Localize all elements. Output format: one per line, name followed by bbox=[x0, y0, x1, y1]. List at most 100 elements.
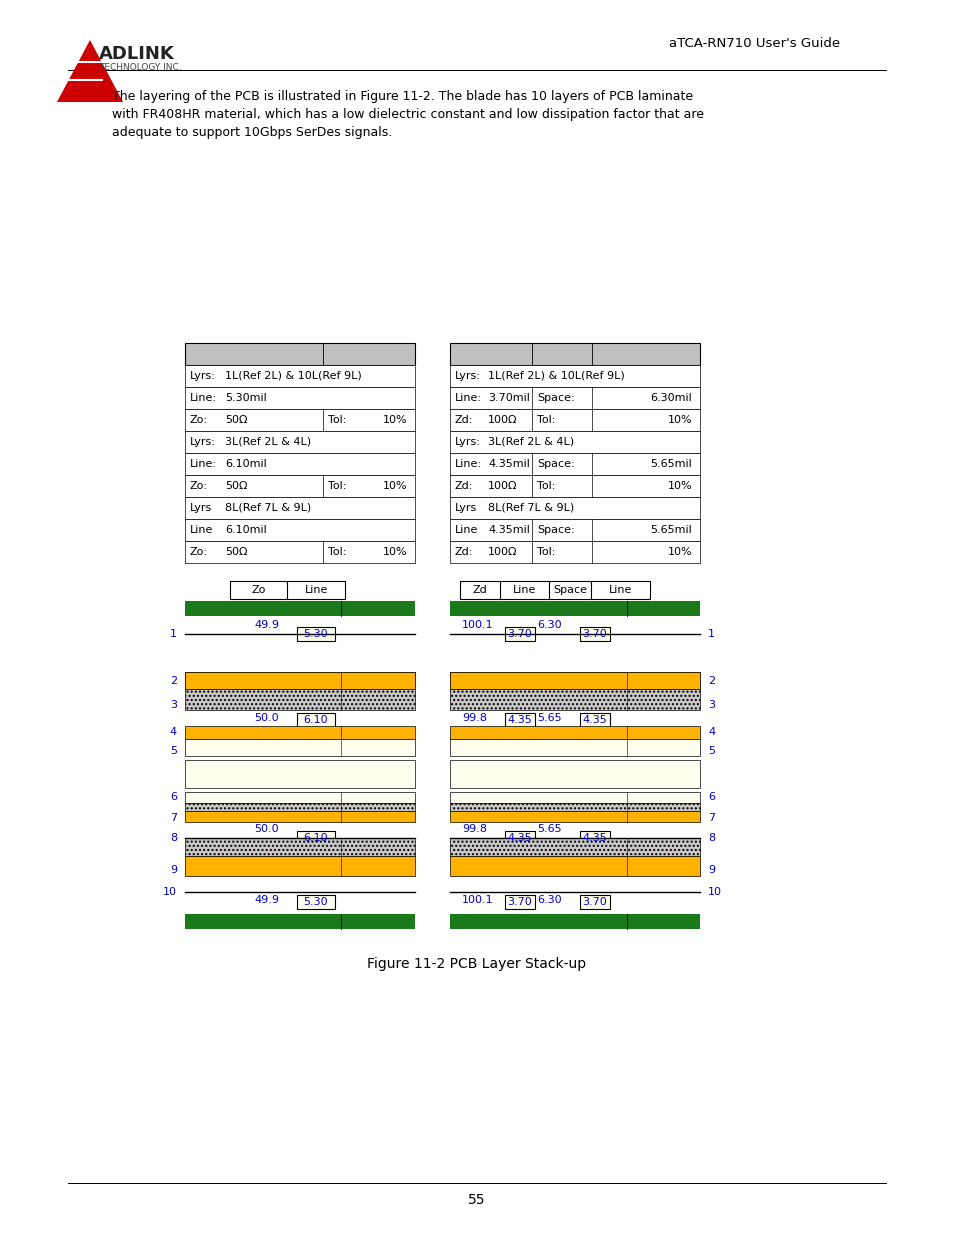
Text: TECHNOLOGY INC.: TECHNOLOGY INC. bbox=[99, 63, 181, 72]
Polygon shape bbox=[57, 40, 123, 103]
Bar bbox=[185, 914, 415, 929]
Text: Lyrs:: Lyrs: bbox=[190, 370, 215, 382]
Bar bbox=[185, 366, 415, 387]
Text: 3: 3 bbox=[707, 700, 714, 710]
Text: Line: Line bbox=[513, 585, 536, 595]
Bar bbox=[450, 726, 700, 739]
Text: 4.35: 4.35 bbox=[582, 832, 607, 844]
Text: Line:: Line: bbox=[455, 459, 481, 469]
Text: 10: 10 bbox=[707, 887, 721, 897]
Bar bbox=[185, 672, 415, 689]
Text: Lyrs: Lyrs bbox=[190, 503, 212, 513]
Text: 3.70: 3.70 bbox=[507, 629, 532, 638]
Text: Lyrs:: Lyrs: bbox=[455, 437, 480, 447]
Text: Zo: Zo bbox=[252, 585, 266, 595]
Text: Line: Line bbox=[455, 525, 477, 535]
Bar bbox=[185, 496, 415, 519]
Text: Zo:: Zo: bbox=[190, 415, 208, 425]
Bar bbox=[296, 831, 335, 845]
Text: Space:: Space: bbox=[537, 393, 575, 403]
Text: 49.9: 49.9 bbox=[254, 620, 279, 630]
Text: 4.35: 4.35 bbox=[507, 715, 532, 725]
Bar bbox=[185, 601, 415, 616]
Text: 99.8: 99.8 bbox=[461, 713, 486, 722]
Text: 10%: 10% bbox=[382, 547, 407, 557]
Bar bbox=[450, 803, 700, 810]
Text: 5.30mil: 5.30mil bbox=[225, 393, 267, 403]
Bar bbox=[504, 895, 535, 909]
Bar bbox=[185, 856, 415, 876]
Text: 10%: 10% bbox=[667, 547, 691, 557]
Bar bbox=[450, 409, 700, 431]
Bar bbox=[504, 831, 535, 845]
Bar bbox=[450, 856, 700, 876]
Text: 8L(Ref 7L & 9L): 8L(Ref 7L & 9L) bbox=[225, 503, 311, 513]
Text: with FR408HR material, which has a low dielectric constant and low dissipation f: with FR408HR material, which has a low d… bbox=[112, 107, 703, 121]
Text: 3.70: 3.70 bbox=[582, 629, 607, 638]
Bar bbox=[450, 672, 700, 689]
Text: 10%: 10% bbox=[667, 480, 691, 492]
Text: 3L(Ref 2L & 4L): 3L(Ref 2L & 4L) bbox=[225, 437, 311, 447]
Text: 6.10mil: 6.10mil bbox=[225, 525, 267, 535]
Text: Zd:: Zd: bbox=[455, 415, 473, 425]
Bar bbox=[450, 387, 700, 409]
Text: 50.0: 50.0 bbox=[254, 824, 279, 834]
Text: 2: 2 bbox=[707, 677, 715, 687]
Bar bbox=[185, 689, 415, 710]
Text: 5.65mil: 5.65mil bbox=[650, 525, 691, 535]
Bar bbox=[579, 627, 609, 641]
Text: 8: 8 bbox=[170, 832, 177, 844]
Text: Tol:: Tol: bbox=[328, 547, 346, 557]
Bar bbox=[504, 713, 535, 727]
Bar bbox=[185, 810, 415, 823]
Text: 4.35: 4.35 bbox=[507, 832, 532, 844]
Bar bbox=[450, 519, 700, 541]
Text: 10: 10 bbox=[163, 887, 177, 897]
Text: 100Ω: 100Ω bbox=[488, 480, 517, 492]
Text: 5: 5 bbox=[707, 746, 714, 757]
Text: aTCA-RN710 User's Guide: aTCA-RN710 User's Guide bbox=[668, 37, 840, 49]
Text: 55: 55 bbox=[468, 1193, 485, 1207]
Text: 6.30: 6.30 bbox=[537, 620, 561, 630]
Text: 6.30: 6.30 bbox=[537, 895, 561, 905]
Text: 5.65: 5.65 bbox=[537, 824, 561, 834]
Text: 8L(Ref 7L & 9L): 8L(Ref 7L & 9L) bbox=[488, 503, 574, 513]
Text: 7: 7 bbox=[170, 814, 177, 824]
Text: 3L(Ref 2L & 4L): 3L(Ref 2L & 4L) bbox=[488, 437, 574, 447]
Text: 4.35mil: 4.35mil bbox=[488, 525, 529, 535]
Text: 1L(Ref 2L) & 10L(Ref 9L): 1L(Ref 2L) & 10L(Ref 9L) bbox=[225, 370, 361, 382]
Text: 4.35: 4.35 bbox=[582, 715, 607, 725]
Text: 5.30: 5.30 bbox=[303, 897, 328, 906]
Bar bbox=[450, 366, 700, 387]
Bar bbox=[450, 541, 700, 563]
Text: Figure 11-2 PCB Layer Stack-up: Figure 11-2 PCB Layer Stack-up bbox=[367, 957, 586, 971]
Bar bbox=[185, 541, 415, 563]
Bar bbox=[185, 803, 415, 810]
Text: 100.1: 100.1 bbox=[461, 895, 493, 905]
Bar bbox=[185, 453, 415, 475]
Bar bbox=[296, 895, 335, 909]
Text: Tol:: Tol: bbox=[537, 547, 556, 557]
Text: Tol:: Tol: bbox=[328, 480, 346, 492]
Text: Zd: Zd bbox=[472, 585, 487, 595]
Text: Tol:: Tol: bbox=[537, 480, 556, 492]
Text: 9: 9 bbox=[170, 866, 177, 876]
Text: 5: 5 bbox=[170, 746, 177, 757]
Text: 7: 7 bbox=[707, 814, 715, 824]
Text: adequate to support 10Gbps SerDes signals.: adequate to support 10Gbps SerDes signal… bbox=[112, 126, 392, 140]
Text: 6.10: 6.10 bbox=[303, 715, 328, 725]
Text: 49.9: 49.9 bbox=[254, 895, 279, 905]
Text: Zd:: Zd: bbox=[455, 480, 473, 492]
Bar bbox=[296, 713, 335, 727]
Text: 5.30: 5.30 bbox=[303, 629, 328, 638]
Bar bbox=[230, 580, 345, 599]
Bar bbox=[185, 672, 415, 689]
Bar bbox=[459, 580, 649, 599]
Text: 3.70: 3.70 bbox=[507, 897, 532, 906]
Bar bbox=[579, 895, 609, 909]
Bar bbox=[450, 914, 700, 929]
Bar bbox=[450, 496, 700, 519]
Text: 50Ω: 50Ω bbox=[225, 547, 247, 557]
Bar bbox=[450, 343, 700, 366]
Text: 2: 2 bbox=[170, 677, 177, 687]
